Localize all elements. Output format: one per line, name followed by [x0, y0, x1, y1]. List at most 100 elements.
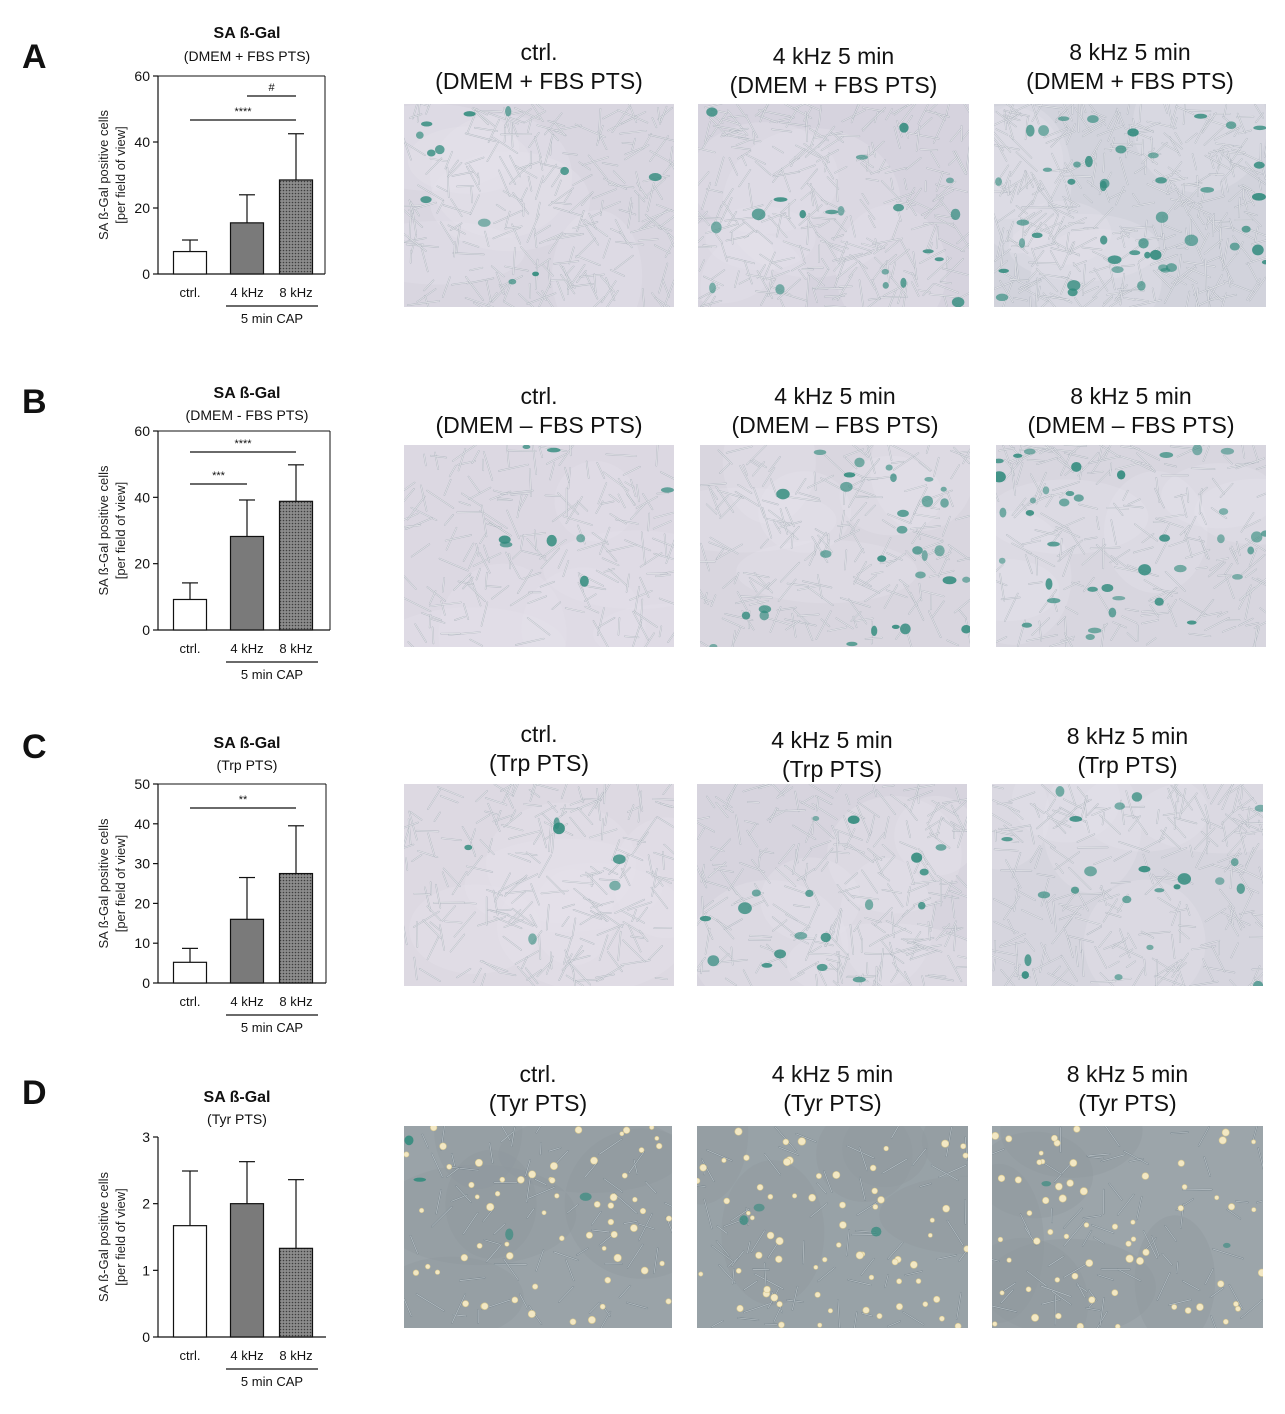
image-caption: 4 kHz 5 min (DMEM + FBS PTS) [729, 43, 938, 98]
bar [172, 961, 208, 984]
x-tick-label: ctrl. [180, 994, 201, 1009]
significance-label: *** [212, 470, 226, 482]
micrograph [994, 104, 1266, 307]
y-axis-label: [per field of view] [113, 835, 128, 933]
x-tick-label: 4 kHz [230, 641, 263, 656]
chart-title: SA ß-Gal [214, 735, 281, 752]
panel-letter: C [22, 728, 47, 766]
y-tick-label: 1 [142, 1262, 150, 1278]
significance-label: **** [234, 438, 252, 450]
x-tick-label: ctrl. [180, 641, 201, 656]
group-label: 5 min CAP [241, 1374, 303, 1389]
y-tick-label: 50 [134, 776, 150, 792]
micrograph [996, 445, 1266, 647]
x-tick-label: 4 kHz [230, 994, 263, 1009]
y-axis-label: SA ß-Gal positive cells [96, 818, 111, 949]
image-caption: 4 kHz 5 min (DMEM – FBS PTS) [731, 383, 939, 438]
image-caption: 8 kHz 5 min (Trp PTS) [1066, 723, 1189, 778]
x-tick-label: 8 kHz [279, 994, 312, 1009]
image-caption: 4 kHz 5 min (Trp PTS) [771, 727, 893, 782]
bar [172, 250, 208, 275]
image-caption: 4 kHz 5 min (Tyr PTS) [771, 1061, 894, 1116]
y-axis-label: [per field of view] [113, 126, 128, 224]
micrograph [404, 784, 674, 986]
image-caption: 8 kHz 5 min (DMEM + FBS PTS) [1026, 39, 1234, 94]
micrograph [992, 784, 1263, 986]
chart-subtitle: (Tyr PTS) [207, 1111, 267, 1127]
chart-subtitle: (DMEM + FBS PTS) [184, 48, 310, 64]
x-tick-label: 8 kHz [279, 1348, 312, 1363]
panel-a: A SA ß-Gal (DMEM + FBS PTS) 0 20 40 60 SA ß-Ga… [0, 0, 1285, 345]
bar [278, 872, 314, 984]
bar-chart: SA ß-Gal (Trp PTS) 0 10 20 30 40 50 SA ß-Gal pos… [96, 735, 327, 1035]
bar [172, 1225, 208, 1338]
panel-letter: B [22, 383, 47, 421]
bar [229, 918, 265, 984]
y-tick-label: 40 [134, 489, 150, 505]
micrograph [404, 104, 674, 307]
image-caption: 8 kHz 5 min (DMEM – FBS PTS) [1027, 383, 1235, 438]
bar-chart: SA ß-Gal (Tyr PTS) 0 1 2 3 SA ß-Gal positive c… [96, 1089, 326, 1389]
y-tick-label: 10 [134, 935, 150, 951]
y-tick-label: 20 [134, 200, 150, 216]
y-tick-label: 3 [142, 1129, 150, 1145]
y-tick-label: 2 [142, 1196, 150, 1212]
y-tick-label: 0 [142, 975, 150, 991]
x-tick-label: 8 kHz [279, 285, 312, 300]
image-caption: ctrl. (DMEM – FBS PTS) [435, 383, 643, 438]
image-caption: ctrl. (DMEM + FBS PTS) [435, 39, 643, 94]
chart-subtitle: (DMEM - FBS PTS) [186, 407, 309, 423]
micrograph [404, 445, 674, 647]
micrograph [697, 784, 967, 986]
image-caption: 8 kHz 5 min (Tyr PTS) [1066, 1061, 1189, 1116]
x-tick-label: 4 kHz [230, 1348, 263, 1363]
micrograph [697, 1126, 968, 1328]
panel-letter: D [22, 1074, 47, 1112]
y-axis-label: SA ß-Gal positive cells [96, 465, 111, 596]
chart-subtitle: (Trp PTS) [217, 757, 278, 773]
y-tick-label: 60 [134, 68, 150, 84]
group-label: 5 min CAP [241, 311, 303, 326]
x-tick-label: ctrl. [180, 1348, 201, 1363]
group-label: 5 min CAP [241, 667, 303, 682]
bar [229, 535, 265, 631]
bar [172, 598, 208, 631]
y-tick-label: 20 [134, 895, 150, 911]
chart-title: SA ß-Gal [204, 1089, 271, 1106]
y-tick-label: 40 [134, 816, 150, 832]
micrograph [404, 1126, 672, 1328]
image-caption: ctrl. (Tyr PTS) [488, 1061, 588, 1116]
chart-title: SA ß-Gal [214, 25, 281, 42]
y-tick-label: 30 [134, 856, 150, 872]
micrograph [700, 445, 970, 647]
bar [278, 179, 314, 275]
y-tick-label: 20 [134, 556, 150, 572]
image-caption: ctrl. (Trp PTS) [488, 721, 590, 776]
significance-label: **** [234, 106, 252, 118]
panel-c: C SA ß-Gal (Trp PTS) 0 10 20 30 40 50 SA ß-Gal p… [0, 690, 1285, 1040]
y-axis-label: [per field of view] [113, 482, 128, 580]
y-tick-label: 40 [134, 134, 150, 150]
y-axis-label: SA ß-Gal positive cells [96, 1171, 111, 1302]
panel-b: B SA ß-Gal (DMEM - FBS PTS) 0 20 40 60 SA ß-Ga… [0, 345, 1285, 690]
panel-d: D SA ß-Gal (Tyr PTS) 0 1 2 3 SA ß-Gal positive… [0, 1040, 1285, 1414]
bar [229, 222, 265, 275]
bar-chart: SA ß-Gal (DMEM + FBS PTS) 0 20 40 60 SA ß-Gal … [96, 25, 326, 326]
bar-chart: SA ß-Gal (DMEM - FBS PTS) 0 20 40 60 SA ß-Gal … [96, 385, 331, 682]
significance-label: # [268, 82, 275, 94]
micrograph [992, 1126, 1263, 1328]
bar [278, 500, 314, 631]
y-tick-label: 0 [142, 1329, 150, 1345]
x-tick-label: 4 kHz [230, 285, 263, 300]
y-tick-label: 60 [134, 423, 150, 439]
panel-letter: A [22, 38, 47, 76]
bar [278, 1247, 314, 1338]
y-axis-label: [per field of view] [113, 1188, 128, 1286]
y-axis-label: SA ß-Gal positive cells [96, 109, 111, 240]
chart-title: SA ß-Gal [214, 385, 281, 402]
y-tick-label: 0 [142, 266, 150, 282]
micrograph [698, 104, 969, 307]
bar [229, 1203, 265, 1338]
x-tick-label: 8 kHz [279, 641, 312, 656]
group-label: 5 min CAP [241, 1020, 303, 1035]
